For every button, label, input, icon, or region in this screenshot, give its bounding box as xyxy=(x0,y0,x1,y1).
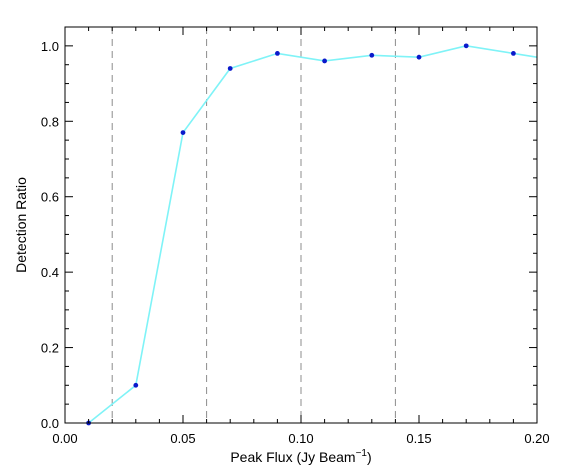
data-point xyxy=(416,54,422,60)
y-tick-label: 1.0 xyxy=(41,39,59,54)
data-point xyxy=(322,58,327,64)
data-point xyxy=(227,66,233,71)
series-line xyxy=(88,45,537,423)
data-point xyxy=(275,51,280,56)
y-tick-label: 0.4 xyxy=(41,265,59,280)
y-tick-label: 0.8 xyxy=(41,114,59,129)
x-tick-label: 0.05 xyxy=(170,431,195,446)
x-axis-label-main: Peak Flux (Jy Beam xyxy=(230,449,355,465)
x-tick-label: 0.20 xyxy=(524,431,549,446)
data-point xyxy=(511,51,516,56)
x-axis-label: Peak Flux (Jy Beam−1) xyxy=(230,448,371,465)
y-tick-label: 0.2 xyxy=(41,341,59,356)
y-tick-label: 0.6 xyxy=(41,190,59,205)
x-tick-labels: 0.00 0.05 0.10 0.15 0.20 xyxy=(52,431,549,446)
x-axis-label-superscript: −1 xyxy=(356,448,368,459)
x-tick-label: 0.10 xyxy=(288,431,313,446)
x-tick-label: 0.00 xyxy=(52,431,77,446)
y-axis-label: Detection Ratio xyxy=(13,177,29,273)
y-tick-labels: 0.0 0.2 0.4 0.6 0.8 1.0 xyxy=(41,39,59,431)
x-axis-label-suffix: ) xyxy=(367,449,372,465)
data-point xyxy=(463,43,469,49)
series-layer xyxy=(86,43,537,426)
data-point xyxy=(180,130,186,136)
data-point xyxy=(133,382,139,388)
dashed-reference-lines xyxy=(111,27,396,423)
y-tick-label: 0.0 xyxy=(41,416,59,431)
data-point xyxy=(369,52,375,58)
tick-marks xyxy=(64,26,538,424)
x-tick-label: 0.15 xyxy=(406,431,431,446)
